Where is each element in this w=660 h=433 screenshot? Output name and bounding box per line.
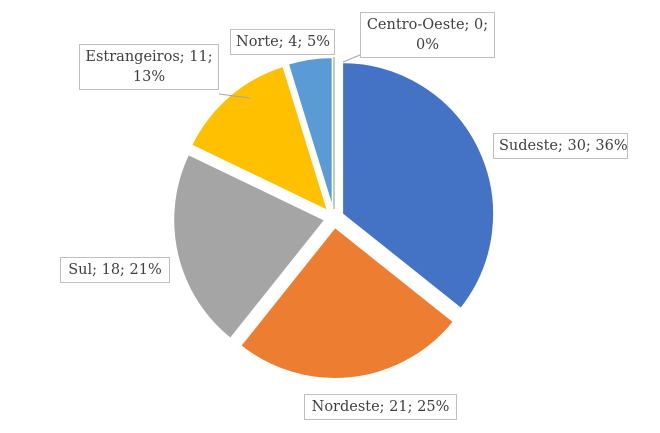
- data-label-centro-oeste: Centro-Oeste; 0; 0%: [360, 12, 495, 58]
- pie-slice-sudeste: [341, 61, 496, 311]
- data-label-centro-oeste-line2: 0%: [415, 37, 439, 53]
- data-label-norte: Norte; 4; 5%: [230, 29, 335, 55]
- data-label-sudeste: Sudeste; 30; 36%: [493, 133, 628, 159]
- pie-slices: [172, 56, 496, 380]
- data-label-estrangeiros-line1: Estrangeiros; 11;: [85, 49, 213, 65]
- leader-lines: [218, 54, 361, 99]
- pie-slice-norte: [286, 56, 334, 210]
- pie-slice-nordeste: [238, 225, 456, 380]
- data-label-sul: Sul; 18; 21%: [60, 257, 170, 283]
- pie-slice-sul: [172, 152, 327, 341]
- data-label-estrangeiros-line2: 13%: [132, 69, 166, 85]
- data-label-centro-oeste-line1: Centro-Oeste; 0;: [366, 17, 489, 33]
- data-label-estrangeiros: Estrangeiros; 11; 13%: [79, 44, 219, 90]
- leader-line-estrangeiros: [218, 93, 251, 99]
- leader-line-centro-oeste: [342, 54, 361, 63]
- data-label-nordeste: Nordeste; 21; 25%: [304, 394, 457, 420]
- pie-slice-estrangeiros: [189, 64, 330, 214]
